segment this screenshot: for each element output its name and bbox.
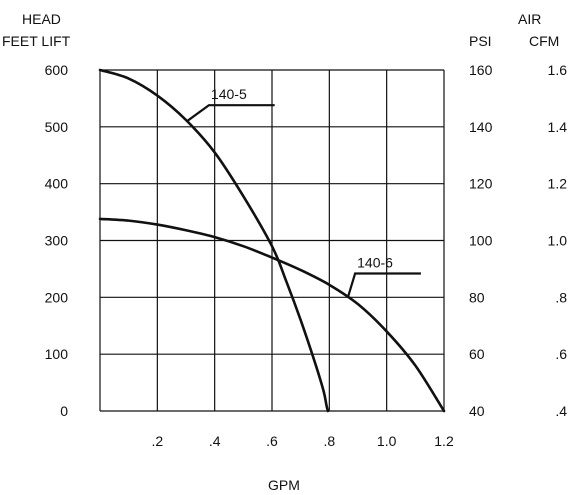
psi-tick-label: 120 (469, 176, 493, 192)
x-ticks: .2 .4 .6 .8 1.0 1.2 (151, 433, 453, 449)
psi-tick-label: 60 (469, 346, 485, 362)
x-axis-title: GPM (268, 477, 300, 493)
x-tick-label: .2 (151, 433, 163, 449)
left-axis-title-line2: FEET LIFT (2, 33, 71, 49)
psi-tick-label: 80 (469, 289, 485, 305)
cfm-tick-label: 1.2 (548, 176, 568, 192)
left-tick-label: 400 (45, 176, 69, 192)
x-tick-label: .6 (266, 433, 278, 449)
psi-ticks: 40 60 80 100 120 140 160 (469, 62, 493, 419)
cfm-tick-label: .6 (555, 346, 567, 362)
cfm-tick-label: .4 (555, 403, 567, 419)
x-tick-label: .4 (209, 433, 221, 449)
cfm-tick-label: 1.6 (548, 62, 568, 78)
left-ticks: 0 100 200 300 400 500 600 (45, 62, 69, 419)
left-axis-title-line1: HEAD (22, 11, 61, 27)
left-tick-label: 200 (45, 289, 69, 305)
annotation-label-140-6: 140-6 (357, 254, 393, 270)
annotation-leader-140-6 (346, 272, 421, 298)
left-tick-label: 500 (45, 119, 69, 135)
cfm-tick-label: .8 (555, 289, 567, 305)
annotation-leader-140-5 (186, 104, 275, 123)
curves-layer (98, 68, 446, 413)
cfm-tick-label: 1.0 (548, 233, 568, 249)
x-tick-label: 1.2 (434, 433, 454, 449)
curve-140-5 (98, 68, 330, 413)
curve-140-6 (98, 217, 446, 413)
psi-tick-label: 140 (469, 119, 493, 135)
psi-tick-label: 100 (469, 233, 493, 249)
x-tick-label: .8 (323, 433, 335, 449)
annotation-layer: 140-5 140-6 (186, 86, 421, 298)
annotation-label-140-5: 140-5 (211, 86, 247, 102)
psi-tick-label: 40 (469, 403, 485, 419)
cfm-tick-label: 1.4 (548, 119, 568, 135)
psi-tick-label: 160 (469, 62, 493, 78)
cfm-axis-title: CFM (529, 33, 559, 49)
left-tick-label: 100 (45, 346, 69, 362)
left-tick-label: 600 (45, 62, 69, 78)
left-tick-label: 0 (60, 403, 68, 419)
right-axis-header: AIR (518, 11, 541, 27)
psi-axis-title: PSI (469, 33, 492, 49)
cfm-ticks: .4 .6 .8 1.0 1.2 1.4 1.6 (548, 62, 568, 419)
grid-layer (99, 69, 445, 412)
x-tick-label: 1.0 (377, 433, 397, 449)
left-tick-label: 300 (45, 233, 69, 249)
